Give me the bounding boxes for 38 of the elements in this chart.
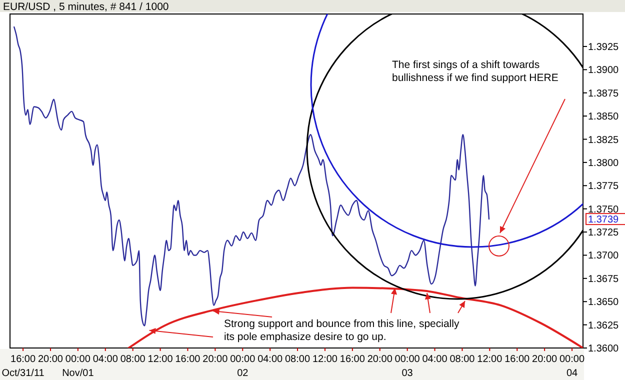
x-tick-label: 16:00	[504, 354, 530, 365]
y-tick-label: 1.3650	[588, 297, 620, 308]
y-tick-label: 1.3675	[588, 274, 620, 285]
x-tick-label: 20:00	[38, 354, 64, 365]
x-tick-label: 00:00 02	[230, 354, 256, 379]
x-tick-label: 20:00	[532, 354, 558, 365]
y-tick-label: 1.3775	[588, 181, 620, 192]
y-tick-label: 1.3725	[588, 228, 620, 239]
y-tick-label: 1.3900	[588, 65, 620, 76]
x-tick-label: 20:00	[202, 354, 228, 365]
y-tick-label: 1.3850	[588, 112, 620, 123]
y-tick-label: 1.3825	[588, 134, 620, 146]
x-tick-label: 12:00	[312, 354, 338, 365]
x-tick-label: 00:00 Nov/01	[62, 354, 94, 379]
x-tick-label: 00:00 03	[394, 354, 420, 379]
x-tick-label: 20:00	[367, 354, 393, 365]
y-tick-label: 1.3625	[588, 320, 620, 332]
y-tick-label: 1.3700	[588, 250, 620, 262]
x-tick-label: 04:00	[92, 354, 118, 365]
y-tick-label: 1.3600	[588, 344, 620, 354]
y-tick-label: 1.3875	[588, 88, 620, 100]
annotation: Strong support and bounce from this line, specially its pole emphasize desire to go up.	[224, 318, 460, 343]
y-tick-label: 1.3750	[588, 204, 620, 216]
y-tick-label: 1.3925	[588, 42, 620, 53]
x-tick-label: 12:00	[148, 354, 174, 365]
x-tick-label: 08:00	[285, 354, 310, 365]
x-tick-label: 16:00	[340, 354, 366, 365]
x-tick-label: 04:00	[422, 354, 448, 365]
x-tick-label: 08:00	[450, 354, 476, 365]
x-tick-label: 04:00	[258, 354, 284, 365]
annotation: The first sings of a shift towards bullishness if we find support HERE	[392, 59, 558, 84]
x-tick-label: 12:00	[477, 354, 503, 365]
text: 1.3739	[588, 214, 620, 226]
x-tick-label: 08:00	[120, 354, 146, 365]
x-tick-label: 00:00 04	[560, 354, 585, 379]
x-tick-label: 16:00	[175, 354, 201, 365]
y-tick-label: 1.3800	[588, 158, 620, 169]
chart-title: EUR/USD , 5 minutes, # 841 / 1000	[3, 1, 169, 13]
